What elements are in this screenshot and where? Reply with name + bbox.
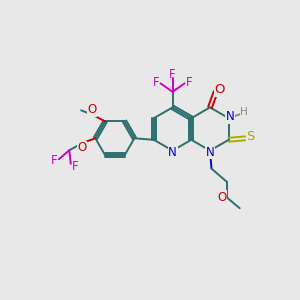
Text: O: O (87, 103, 97, 116)
Text: F: F (72, 160, 78, 173)
Text: N: N (206, 146, 214, 159)
Text: F: F (153, 76, 160, 89)
Text: N: N (168, 146, 177, 159)
Text: H: H (240, 107, 248, 117)
Text: F: F (169, 68, 176, 81)
Text: O: O (218, 190, 226, 204)
Text: F: F (185, 76, 192, 89)
Text: S: S (246, 130, 255, 143)
Text: O: O (214, 83, 225, 96)
Text: N: N (226, 110, 235, 123)
Text: O: O (78, 141, 87, 154)
Text: F: F (51, 154, 58, 167)
